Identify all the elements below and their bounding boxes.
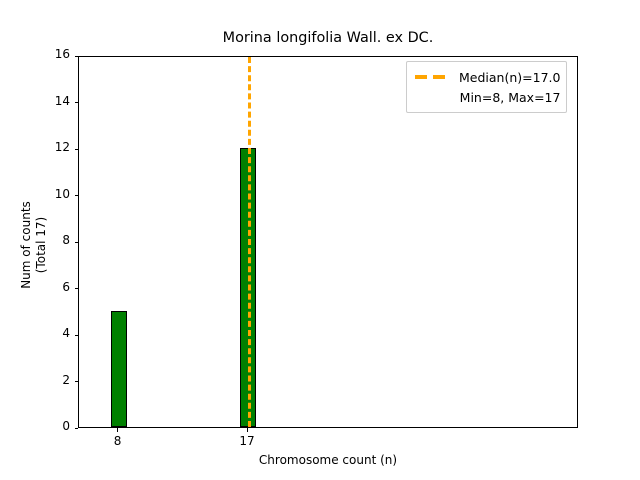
page-title: Morina longifolia Wall. ex DC.: [222, 30, 434, 46]
y-tick-label: 4: [62, 326, 70, 340]
legend-item-median: Median(n)=17.0: [414, 67, 560, 87]
y-tick-label: 6: [62, 279, 70, 294]
y-tick-mark: [74, 334, 78, 336]
y-tick-mark: [74, 288, 78, 290]
x-axis-label: Chromosome count (n): [258, 453, 398, 467]
y-tick-label: 12: [54, 140, 70, 154]
dashed-line-icon: [414, 70, 450, 84]
plot-area: [78, 56, 578, 428]
legend: Median(n)=17.0 Min=8, Max=17: [406, 61, 568, 113]
legend-label-minmax: Min=8, Max=17: [459, 89, 561, 105]
y-tick-label: 0: [62, 419, 70, 433]
y-tick-mark: [74, 381, 78, 383]
legend-label-median: Median(n)=17.0: [459, 69, 561, 85]
y-tick-mark: [74, 148, 78, 150]
legend-item-minmax: Min=8, Max=17: [414, 87, 561, 107]
y-tick-label: 8: [62, 233, 70, 247]
y-axis-label: Num of counts (Total 17): [19, 201, 48, 289]
x-tick-label: 17: [239, 434, 255, 448]
y-tick-mark: [74, 427, 78, 429]
median-line: [248, 57, 252, 427]
y-tick-label: 10: [54, 186, 70, 201]
bar-8: [110, 310, 127, 427]
y-tick-label: 16: [54, 47, 70, 61]
y-tick-mark: [74, 102, 78, 104]
y-tick-mark: [74, 241, 78, 243]
x-tick-label: 8: [113, 434, 122, 448]
x-tick-mark: [246, 428, 248, 432]
y-tick-label: 2: [62, 372, 70, 387]
y-tick-mark: [74, 55, 78, 57]
plot-inner: [79, 57, 577, 427]
y-tick-label: 14: [54, 93, 70, 108]
x-tick-mark: [117, 428, 119, 432]
y-tick-mark: [74, 195, 78, 197]
